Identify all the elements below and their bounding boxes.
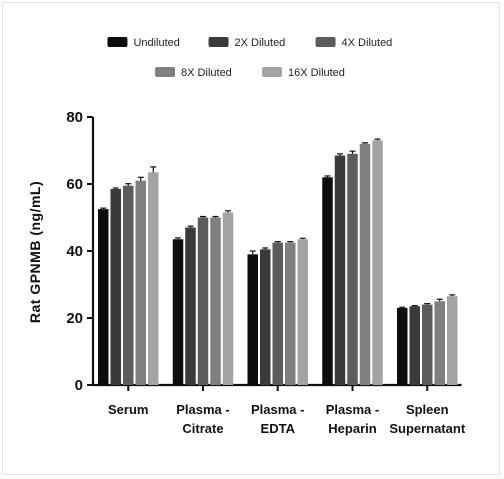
bar-4x-diluted <box>272 242 283 385</box>
chart-legend: Undiluted 2X Diluted 4X Diluted 8X Diluted 1… <box>107 37 392 79</box>
y-tick-label: 0 <box>75 377 83 394</box>
bar-8x-diluted <box>434 301 445 385</box>
bar-8x-diluted <box>285 242 296 385</box>
legend-item-2x-diluted: 2X Diluted <box>208 37 286 49</box>
legend-swatch <box>262 67 283 77</box>
x-category-label: Supernatant <box>389 421 466 436</box>
legend-item-16x-diluted: 16X Diluted <box>262 67 345 79</box>
bar-undiluted <box>172 239 184 385</box>
bar-2x-diluted <box>334 155 346 385</box>
bar-4x-diluted <box>197 217 209 385</box>
bar-undiluted <box>397 307 408 385</box>
bar-2x-diluted <box>185 227 196 385</box>
bar-undiluted <box>322 177 333 385</box>
y-tick-label: 20 <box>66 310 83 327</box>
legend-swatch <box>315 37 336 47</box>
x-category-label: Heparin <box>328 421 376 436</box>
bar-16x-diluted <box>297 239 308 385</box>
bar-16x-diluted <box>148 172 159 385</box>
plot-area: 0 20 40 60 80 Serum Plasma - Citrate Plasma - EDT… <box>66 109 466 436</box>
legend-label: 16X Diluted <box>288 67 345 79</box>
bar-16x-diluted <box>447 296 458 385</box>
legend-swatch <box>155 67 176 77</box>
legend-label: 8X Diluted <box>181 67 232 79</box>
bar-4x-diluted <box>123 185 134 385</box>
legend-swatch <box>208 37 229 47</box>
legend-swatch <box>107 37 128 47</box>
bar-4x-diluted <box>347 153 358 385</box>
y-tick-label: 60 <box>66 176 83 193</box>
legend-item-undiluted: Undiluted <box>107 37 180 49</box>
x-category-label: Plasma - <box>176 402 229 417</box>
y-tick-label: 80 <box>66 109 83 126</box>
x-category-label: Serum <box>108 402 148 417</box>
x-category-label: Spleen <box>406 402 449 417</box>
bar-2x-diluted <box>409 306 420 385</box>
y-tick-label: 40 <box>66 243 83 260</box>
bar-4x-diluted <box>422 304 433 385</box>
legend-label: 2X Diluted <box>235 37 286 49</box>
bar-8x-diluted <box>359 143 371 385</box>
bar-2x-diluted <box>260 249 271 385</box>
y-axis-label: Rat GPNMB (ng/mL) <box>27 181 43 323</box>
x-category-label: Plasma - <box>251 402 304 417</box>
legend-label: Undiluted <box>133 37 179 49</box>
bar-2x-diluted <box>110 189 121 385</box>
chart-frame <box>2 2 500 475</box>
x-category-label: Plasma - <box>326 402 379 417</box>
bar-undiluted <box>247 254 258 385</box>
bar-8x-diluted <box>210 217 221 385</box>
legend-item-8x-diluted: 8X Diluted <box>155 67 232 79</box>
legend-label: 4X Diluted <box>342 37 393 49</box>
x-category-label: EDTA <box>261 421 296 436</box>
x-category-label: Citrate <box>182 421 223 436</box>
bar-16x-diluted <box>222 212 234 385</box>
bar-8x-diluted <box>135 180 146 385</box>
legend-item-4x-diluted: 4X Diluted <box>315 37 393 49</box>
bar-16x-diluted <box>372 140 383 385</box>
bar-undiluted <box>98 209 109 385</box>
